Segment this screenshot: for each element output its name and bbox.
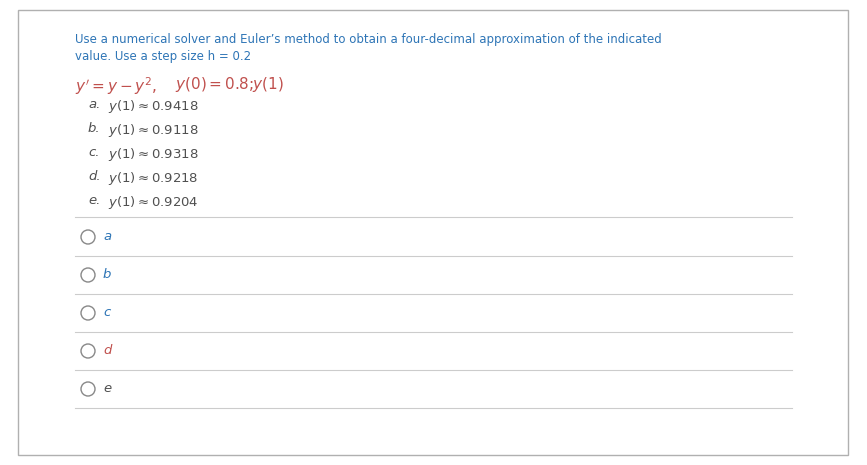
Text: b.: b. — [88, 122, 101, 135]
Text: $y(1)\approx0.9318$: $y(1)\approx0.9318$ — [108, 146, 199, 163]
Text: c.: c. — [88, 146, 100, 159]
Text: Use a numerical solver and Euler’s method to obtain a four-decimal approximation: Use a numerical solver and Euler’s metho… — [75, 33, 662, 46]
Text: $y(1)$: $y(1)$ — [252, 75, 284, 94]
Text: $y(1)\approx0.9418$: $y(1)\approx0.9418$ — [108, 98, 199, 115]
Text: $y'=y-y^2,$: $y'=y-y^2,$ — [75, 75, 158, 97]
FancyBboxPatch shape — [18, 10, 848, 455]
Text: $y(1)\approx0.9218$: $y(1)\approx0.9218$ — [108, 170, 199, 187]
Text: $y(0)=0.8;$: $y(0)=0.8;$ — [175, 75, 254, 94]
Text: e: e — [103, 381, 111, 394]
Text: value. Use a step size h = 0.2: value. Use a step size h = 0.2 — [75, 50, 251, 63]
Text: $y(1)\approx0.9118$: $y(1)\approx0.9118$ — [108, 122, 199, 139]
Text: b: b — [103, 267, 111, 280]
Text: d.: d. — [88, 170, 101, 183]
Text: a.: a. — [88, 98, 101, 111]
Text: e.: e. — [88, 194, 101, 207]
Text: a: a — [103, 230, 111, 243]
Text: d: d — [103, 344, 111, 357]
Text: c: c — [103, 306, 110, 319]
Text: $y(1)\approx0.9204$: $y(1)\approx0.9204$ — [108, 194, 199, 211]
